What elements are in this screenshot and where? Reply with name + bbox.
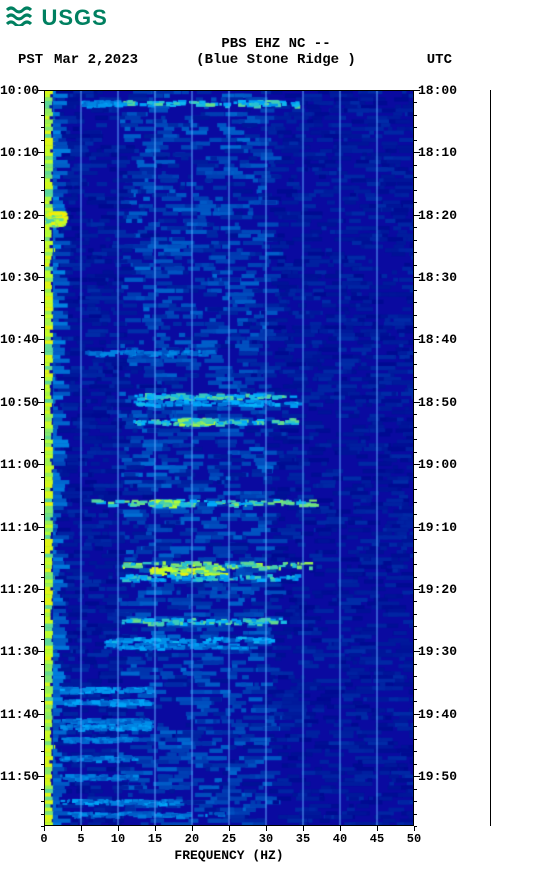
x-axis: 05101520253035404550 FREQUENCY (HZ) (44, 826, 414, 866)
spectrogram-canvas (44, 90, 414, 826)
yaxis-right-label: 18:40 (418, 332, 468, 347)
xaxis-label: 20 (185, 832, 199, 846)
yaxis-right-label: 19:10 (418, 520, 468, 535)
yaxis-left-label: 10:50 (0, 395, 44, 410)
xaxis-label: 0 (40, 832, 47, 846)
yaxis-right-label: 18:50 (418, 395, 468, 410)
xaxis-label: 40 (333, 832, 347, 846)
xaxis-label: 50 (407, 832, 421, 846)
yaxis-left-label: 11:50 (0, 769, 44, 784)
xaxis-label: 30 (259, 832, 273, 846)
plot-header: PBS EHZ NC -- PST Mar 2,2023 (Blue Stone… (0, 36, 552, 70)
yaxis-right-label: 18:30 (418, 270, 468, 285)
yaxis-left-label: 10:10 (0, 145, 44, 160)
yaxis-right-label: 18:20 (418, 208, 468, 223)
usgs-wave-icon (6, 4, 32, 31)
xaxis-label: 10 (111, 832, 125, 846)
spectrogram-plot: 10:0018:0010:1018:1010:2018:2010:3018:30… (44, 90, 414, 826)
yaxis-left-label: 11:00 (0, 457, 44, 472)
xaxis-label: 35 (296, 832, 310, 846)
yaxis-left-label: 10:40 (0, 332, 44, 347)
yaxis-left-label: 11:20 (0, 582, 44, 597)
yaxis-right-label: 19:00 (418, 457, 468, 472)
yaxis-right-label: 18:10 (418, 145, 468, 160)
yaxis-right-label: 19:40 (418, 707, 468, 722)
xaxis-label: 25 (222, 832, 236, 846)
yaxis-right-label: 18:00 (418, 83, 468, 98)
yaxis-left-label: 10:20 (0, 208, 44, 223)
xaxis-label: 5 (77, 832, 84, 846)
yaxis-left-label: 10:00 (0, 83, 44, 98)
timezone-right: UTC (427, 52, 452, 68)
yaxis-right-label: 19:50 (418, 769, 468, 784)
yaxis-left-label: 11:40 (0, 707, 44, 722)
yaxis-right-label: 19:20 (418, 582, 468, 597)
yaxis-left-label: 10:30 (0, 270, 44, 285)
station-code: PBS EHZ NC -- (0, 36, 552, 52)
x-axis-label: FREQUENCY (HZ) (44, 848, 414, 863)
usgs-logo: USGS (6, 4, 108, 31)
usgs-logo-text: USGS (41, 5, 107, 31)
xaxis-label: 45 (370, 832, 384, 846)
yaxis-right-label: 19:30 (418, 644, 468, 659)
station-name: (Blue Stone Ridge ) (0, 52, 552, 68)
yaxis-left-label: 11:10 (0, 520, 44, 535)
xaxis-label: 15 (148, 832, 162, 846)
colorbar-rule (490, 90, 491, 826)
yaxis-left-label: 11:30 (0, 644, 44, 659)
